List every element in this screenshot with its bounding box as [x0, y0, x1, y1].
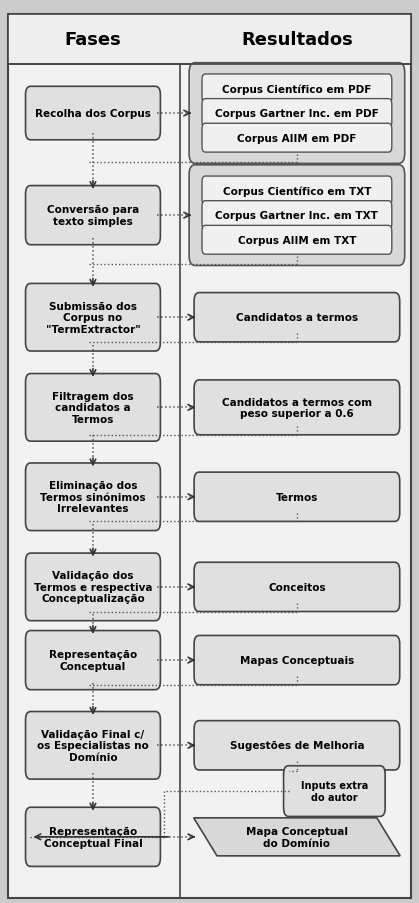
- Text: Corpus AIIM em TXT: Corpus AIIM em TXT: [238, 236, 356, 246]
- Text: Resultados: Resultados: [241, 31, 353, 49]
- Text: Fases: Fases: [65, 31, 122, 49]
- FancyBboxPatch shape: [284, 766, 385, 816]
- FancyBboxPatch shape: [8, 15, 411, 898]
- FancyBboxPatch shape: [26, 712, 160, 779]
- Text: Corpus Científico em TXT: Corpus Científico em TXT: [222, 186, 371, 197]
- Text: Candidatos a termos com
peso superior a 0.6: Candidatos a termos com peso superior a …: [222, 397, 372, 419]
- FancyBboxPatch shape: [26, 463, 160, 531]
- Text: Corpus Científico em PDF: Corpus Científico em PDF: [222, 84, 372, 95]
- FancyBboxPatch shape: [202, 75, 392, 104]
- Text: Termos: Termos: [276, 492, 318, 502]
- FancyBboxPatch shape: [26, 186, 160, 246]
- Text: Filtragem dos
candidatos a
Termos: Filtragem dos candidatos a Termos: [52, 391, 134, 424]
- Text: Validação dos
Termos e respectiva
Conceptualização: Validação dos Termos e respectiva Concep…: [34, 571, 152, 604]
- FancyBboxPatch shape: [202, 226, 392, 255]
- FancyBboxPatch shape: [26, 554, 160, 621]
- FancyBboxPatch shape: [26, 284, 160, 351]
- FancyBboxPatch shape: [202, 201, 392, 230]
- Text: Representação
Conceptual: Representação Conceptual: [49, 649, 137, 671]
- FancyBboxPatch shape: [194, 636, 400, 685]
- FancyBboxPatch shape: [202, 99, 392, 128]
- Polygon shape: [194, 818, 400, 856]
- Text: Recolha dos Corpus: Recolha dos Corpus: [35, 109, 151, 119]
- FancyBboxPatch shape: [194, 721, 400, 770]
- FancyBboxPatch shape: [26, 631, 160, 690]
- Text: Representação
Conceptual Final: Representação Conceptual Final: [44, 826, 142, 848]
- Text: Validação Final c/
os Especialistas no
Domínio: Validação Final c/ os Especialistas no D…: [37, 729, 149, 762]
- Text: Corpus Gartner Inc. em TXT: Corpus Gartner Inc. em TXT: [215, 211, 378, 221]
- Text: Corpus Gartner Inc. em PDF: Corpus Gartner Inc. em PDF: [215, 109, 379, 119]
- FancyBboxPatch shape: [202, 177, 392, 206]
- FancyBboxPatch shape: [26, 807, 160, 867]
- Text: Conceitos: Conceitos: [268, 582, 326, 592]
- FancyBboxPatch shape: [194, 563, 400, 612]
- Text: Conversão para
texto simples: Conversão para texto simples: [47, 205, 139, 227]
- Text: Corpus AIIM em PDF: Corpus AIIM em PDF: [237, 134, 357, 144]
- FancyBboxPatch shape: [26, 374, 160, 442]
- FancyBboxPatch shape: [202, 124, 392, 153]
- Text: Mapas Conceptuais: Mapas Conceptuais: [240, 656, 354, 666]
- FancyBboxPatch shape: [26, 88, 160, 141]
- Text: Submissão dos
Corpus no
"TermExtractor": Submissão dos Corpus no "TermExtractor": [46, 302, 140, 334]
- FancyBboxPatch shape: [194, 293, 400, 342]
- Text: Sugestões de Melhoria: Sugestões de Melhoria: [230, 740, 364, 750]
- FancyBboxPatch shape: [194, 380, 400, 435]
- Text: Eliminação dos
Termos sinónimos
Irrelevantes: Eliminação dos Termos sinónimos Irreleva…: [40, 480, 146, 514]
- Text: Candidatos a termos: Candidatos a termos: [236, 312, 358, 323]
- FancyBboxPatch shape: [189, 63, 405, 164]
- Text: Inputs extra
do autor: Inputs extra do autor: [301, 780, 368, 802]
- FancyBboxPatch shape: [8, 15, 411, 65]
- Text: Mapa Conceptual
do Domínio: Mapa Conceptual do Domínio: [246, 826, 348, 848]
- FancyBboxPatch shape: [194, 472, 400, 522]
- FancyBboxPatch shape: [189, 165, 405, 266]
